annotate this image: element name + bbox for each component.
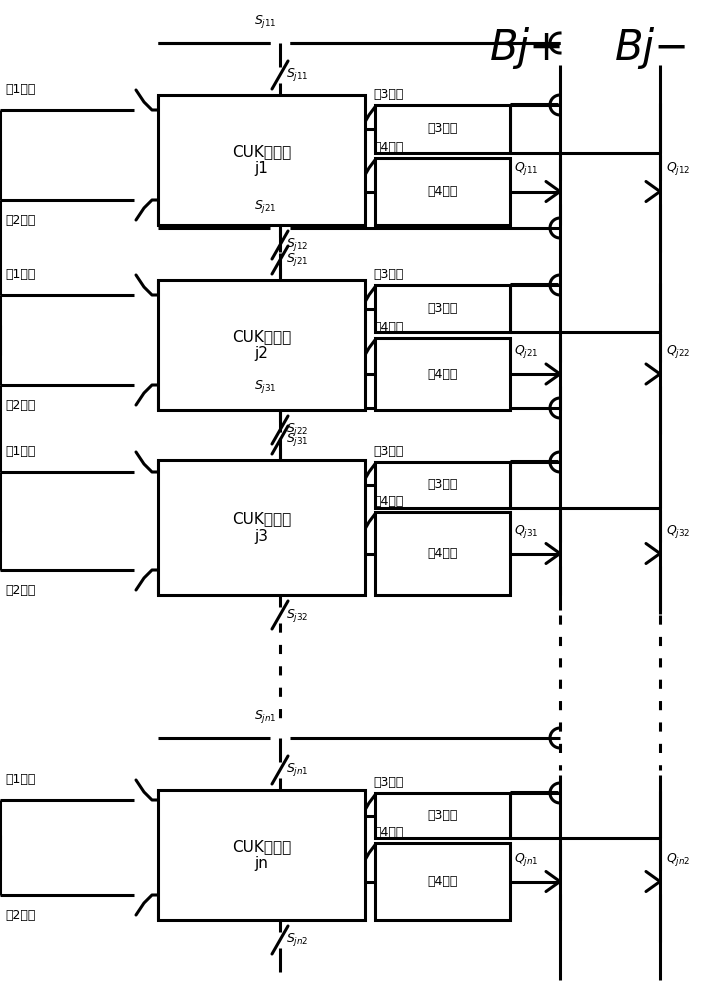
Text: Bj+: Bj+ [490,27,565,69]
Bar [158,95,365,225]
Bar [375,793,510,838]
Text: $S_{j31}$: $S_{j31}$ [286,432,308,448]
Text: 第3引脚: 第3引脚 [373,88,403,101]
Text: 第4引脚: 第4引脚 [427,875,458,888]
Text: $S_{jn2}$: $S_{jn2}$ [286,932,308,948]
Text: 第4引脚: 第4引脚 [373,495,403,508]
Bar [375,158,510,225]
Text: 第4引脚: 第4引脚 [427,185,458,198]
Text: $Q_{j11}$: $Q_{j11}$ [514,160,539,178]
Text: 第4引脚: 第4引脚 [427,547,458,560]
Text: $S_{j32}$: $S_{j32}$ [286,606,308,624]
Bar [375,105,510,153]
Text: $S_{jn1}$: $S_{jn1}$ [286,762,308,778]
Text: 第4引脚: 第4引脚 [373,321,403,334]
Text: CUK变换器
j2: CUK变换器 j2 [232,329,291,361]
Text: 第2引脚: 第2引脚 [5,399,35,412]
Text: $Q_{j31}$: $Q_{j31}$ [514,522,539,540]
Text: $Q_{jn2}$: $Q_{jn2}$ [666,850,691,867]
Bar [375,462,510,508]
Text: 第3引脚: 第3引脚 [427,302,458,315]
Text: $S_{j11}$: $S_{j11}$ [286,66,308,84]
Text: $Q_{j32}$: $Q_{j32}$ [666,522,691,540]
Text: 第3引脚: 第3引脚 [427,809,458,822]
Text: $Q_{j22}$: $Q_{j22}$ [666,343,691,360]
Text: $S_{jn1}$: $S_{jn1}$ [254,708,277,725]
Text: CUK变换器
j3: CUK变换器 j3 [232,511,291,544]
Text: 第2引脚: 第2引脚 [5,584,35,597]
Bar [375,843,510,920]
Text: 第1引脚: 第1引脚 [5,773,35,786]
Text: 第3引脚: 第3引脚 [373,445,403,458]
Text: 第1引脚: 第1引脚 [5,268,35,281]
Bar [375,512,510,595]
Text: Bj−: Bj− [615,27,690,69]
Text: 第1引脚: 第1引脚 [5,83,35,96]
Bar [158,280,365,410]
Text: $S_{j21}$: $S_{j21}$ [254,198,277,215]
Text: 第3引脚: 第3引脚 [373,268,403,281]
Text: 第3引脚: 第3引脚 [427,479,458,491]
Text: $S_{j22}$: $S_{j22}$ [286,422,308,438]
Bar [375,338,510,410]
Text: 第3引脚: 第3引脚 [427,122,458,135]
Text: 第4引脚: 第4引脚 [427,367,458,380]
Text: 第4引脚: 第4引脚 [373,141,403,154]
Bar [158,460,365,595]
Text: $Q_{j21}$: $Q_{j21}$ [514,343,539,360]
Bar [375,285,510,332]
Text: $S_{j11}$: $S_{j11}$ [254,13,277,30]
Text: 第1引脚: 第1引脚 [5,445,35,458]
Text: $S_{j12}$: $S_{j12}$ [286,236,308,253]
Text: 第2引脚: 第2引脚 [5,909,35,922]
Text: $Q_{j12}$: $Q_{j12}$ [666,160,691,178]
Text: $Q_{jn1}$: $Q_{jn1}$ [514,850,539,867]
Text: CUK变换器
j1: CUK变换器 j1 [232,144,291,176]
Text: $S_{j21}$: $S_{j21}$ [286,251,308,268]
Text: $S_{j31}$: $S_{j31}$ [254,378,277,395]
Text: 第4引脚: 第4引脚 [373,826,403,839]
Text: CUK变换器
jn: CUK变换器 jn [232,839,291,871]
Text: 第2引脚: 第2引脚 [5,214,35,227]
Bar [158,790,365,920]
Text: 第3引脚: 第3引脚 [373,776,403,789]
